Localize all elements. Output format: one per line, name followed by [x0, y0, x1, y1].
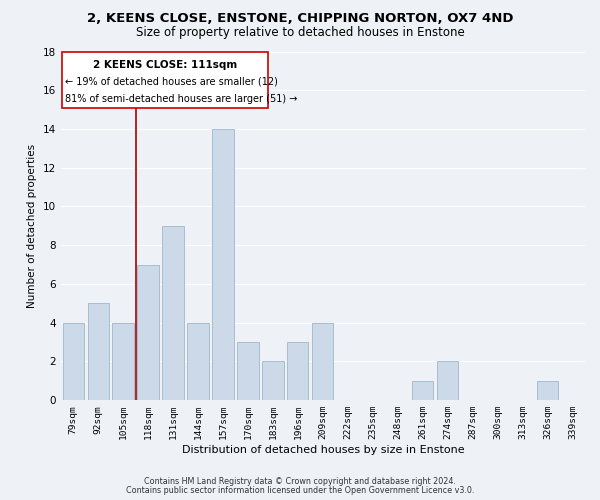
Y-axis label: Number of detached properties: Number of detached properties — [27, 144, 37, 308]
Text: 81% of semi-detached houses are larger (51) →: 81% of semi-detached houses are larger (… — [65, 94, 297, 104]
Bar — [262, 362, 284, 400]
Text: ← 19% of detached houses are smaller (12): ← 19% of detached houses are smaller (12… — [65, 76, 278, 86]
Text: Contains public sector information licensed under the Open Government Licence v3: Contains public sector information licen… — [126, 486, 474, 495]
Text: Contains HM Land Registry data © Crown copyright and database right 2024.: Contains HM Land Registry data © Crown c… — [144, 477, 456, 486]
X-axis label: Distribution of detached houses by size in Enstone: Distribution of detached houses by size … — [182, 445, 464, 455]
Bar — [112, 322, 134, 400]
Text: 2, KEENS CLOSE, ENSTONE, CHIPPING NORTON, OX7 4ND: 2, KEENS CLOSE, ENSTONE, CHIPPING NORTON… — [87, 12, 513, 26]
Bar — [62, 322, 84, 400]
Bar — [312, 322, 334, 400]
Bar — [88, 304, 109, 400]
Bar — [212, 129, 233, 400]
FancyBboxPatch shape — [62, 52, 268, 108]
Bar — [537, 380, 558, 400]
Bar — [238, 342, 259, 400]
Bar — [163, 226, 184, 400]
Bar — [412, 380, 433, 400]
Text: 2 KEENS CLOSE: 111sqm: 2 KEENS CLOSE: 111sqm — [93, 60, 237, 70]
Bar — [137, 264, 158, 400]
Bar — [437, 362, 458, 400]
Bar — [187, 322, 209, 400]
Text: Size of property relative to detached houses in Enstone: Size of property relative to detached ho… — [136, 26, 464, 39]
Bar — [287, 342, 308, 400]
